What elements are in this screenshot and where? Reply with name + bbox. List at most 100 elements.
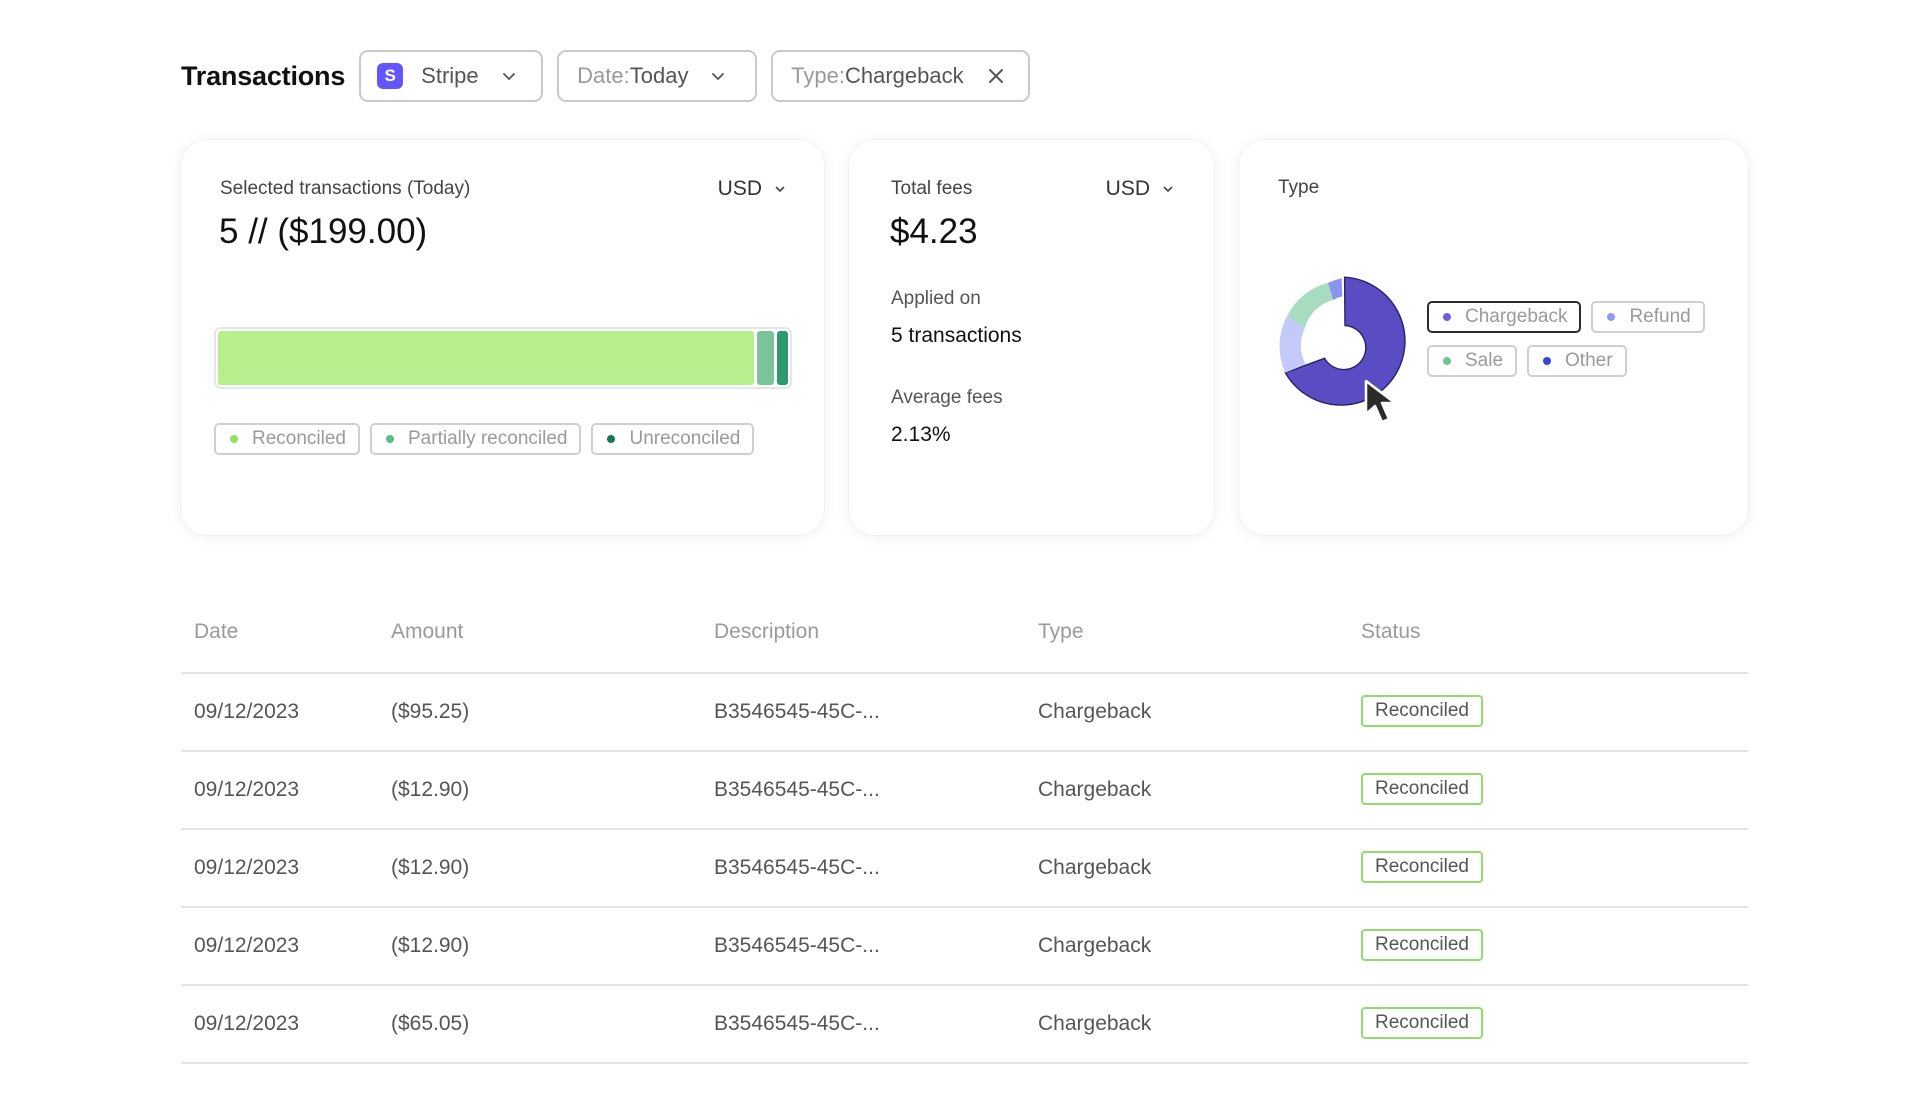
date-filter-dropdown[interactable]: Date: Today — [557, 50, 758, 102]
status-badge: Reconciled — [1361, 929, 1483, 961]
type-card: Type Chargeback Refund Sale Other — [1239, 140, 1748, 535]
legend-other[interactable]: Other — [1527, 345, 1627, 377]
cell-date: 09/12/2023 — [194, 778, 300, 801]
table-row[interactable]: 09/12/2023 ($12.90) B3546545-45C-... Cha… — [181, 830, 1748, 908]
chevron-down-icon — [502, 73, 515, 80]
legend-label: Partially reconciled — [408, 428, 568, 449]
column-header-status[interactable]: Status — [1361, 620, 1421, 643]
date-filter-key: Date: — [577, 63, 630, 88]
cell-type: Chargeback — [1038, 934, 1152, 957]
legend-label: Unreconciled — [629, 428, 741, 449]
type-legend: Chargeback Refund Sale Other — [1427, 301, 1727, 377]
donut-slice-refund[interactable] — [1279, 315, 1306, 373]
donut-slice-other[interactable] — [1328, 278, 1343, 300]
cell-amount: ($95.25) — [391, 700, 470, 723]
bar-segment-reconciled — [218, 331, 754, 385]
cell-type: Chargeback — [1038, 778, 1152, 801]
legend-label: Reconciled — [252, 428, 346, 449]
cell-description: B3546545-45C-... — [714, 700, 880, 723]
type-card-label: Type — [1278, 177, 1320, 198]
cell-description: B3546545-45C-... — [714, 1012, 880, 1035]
applied-on-value: 5 transactions — [891, 324, 1022, 347]
column-header-amount[interactable]: Amount — [391, 620, 464, 643]
cell-date: 09/12/2023 — [194, 1012, 300, 1035]
cell-type: Chargeback — [1038, 856, 1152, 879]
chevron-down-icon — [712, 73, 725, 80]
cell-amount: ($12.90) — [391, 778, 470, 801]
column-header-type[interactable]: Type — [1038, 620, 1084, 643]
page-title: Transactions — [181, 60, 346, 91]
bar-segment-unreconciled — [776, 331, 789, 385]
legend-label: Other — [1565, 350, 1613, 371]
legend-unreconciled[interactable]: Unreconciled — [591, 423, 755, 455]
column-header-date[interactable]: Date — [194, 620, 239, 643]
date-filter-value: Today — [629, 63, 689, 88]
cell-amount: ($65.05) — [391, 1012, 470, 1035]
close-icon[interactable] — [986, 66, 1006, 86]
source-filter-label: Stripe — [421, 63, 479, 88]
legend-label: Chargeback — [1465, 306, 1568, 327]
selected-transactions-label: Selected transactions (Today) — [220, 178, 471, 199]
cell-date: 09/12/2023 — [194, 934, 300, 957]
cell-type: Chargeback — [1038, 1012, 1152, 1035]
type-filter-chip[interactable]: Type: Chargeback — [771, 50, 1031, 102]
legend-dot — [1443, 357, 1451, 365]
source-filter-dropdown[interactable]: S Stripe — [359, 50, 544, 102]
cell-description: B3546545-45C-... — [714, 856, 880, 879]
legend-dot — [386, 435, 394, 443]
table-header: Date Amount Description Type Status — [181, 608, 1748, 674]
legend-refund[interactable]: Refund — [1591, 301, 1705, 333]
applied-on-label: Applied on — [891, 288, 981, 309]
mouse-pointer-icon — [1364, 379, 1397, 424]
legend-sale[interactable]: Sale — [1427, 345, 1518, 377]
legend-partially-reconciled[interactable]: Partially reconciled — [370, 423, 582, 455]
type-filter-key: Type: — [791, 63, 845, 88]
legend-dot — [1607, 313, 1616, 321]
donut-slice-sale[interactable] — [1287, 282, 1334, 329]
currency-select[interactable]: USD — [718, 177, 786, 201]
legend-dot — [230, 435, 238, 443]
legend-chargeback[interactable]: Chargeback — [1427, 301, 1582, 333]
average-fees-label: Average fees — [891, 387, 1003, 408]
legend-dot — [1543, 357, 1552, 365]
currency-label: USD — [1105, 177, 1150, 200]
currency-select[interactable]: USD — [1106, 177, 1174, 201]
legend-label: Sale — [1465, 350, 1504, 371]
total-fees-label: Total fees — [891, 178, 973, 199]
transactions-table: Date Amount Description Type Status 09/1… — [181, 608, 1748, 1064]
cell-type: Chargeback — [1038, 700, 1152, 723]
table-row[interactable]: 09/12/2023 ($65.05) B3546545-45C-... Cha… — [181, 986, 1748, 1064]
cell-description: B3546545-45C-... — [714, 778, 880, 801]
type-filter-value: Chargeback — [844, 63, 964, 88]
table-row[interactable]: 09/12/2023 ($95.25) B3546545-45C-... Cha… — [181, 674, 1748, 752]
cell-date: 09/12/2023 — [194, 856, 300, 879]
reconciliation-legend: Reconciled Partially reconciled Unreconc… — [214, 423, 755, 455]
chevron-down-icon — [1163, 186, 1173, 193]
average-fees-value: 2.13% — [891, 423, 951, 446]
cell-amount: ($12.90) — [391, 934, 470, 957]
stripe-logo-icon: S — [377, 63, 404, 89]
column-header-description[interactable]: Description — [714, 620, 820, 643]
cell-date: 09/12/2023 — [194, 700, 300, 723]
legend-dot — [1443, 313, 1451, 321]
selected-transactions-value: 5 // ($199.00) — [219, 212, 428, 251]
status-badge: Reconciled — [1361, 851, 1483, 883]
table-row[interactable]: 09/12/2023 ($12.90) B3546545-45C-... Cha… — [181, 752, 1748, 830]
table-row[interactable]: 09/12/2023 ($12.90) B3546545-45C-... Cha… — [181, 908, 1748, 986]
type-donut-chart[interactable] — [1274, 270, 1434, 430]
currency-label: USD — [717, 177, 762, 200]
legend-dot — [607, 435, 616, 443]
total-fees-value: $4.23 — [890, 212, 978, 251]
status-badge: Reconciled — [1361, 773, 1483, 805]
status-badge: Reconciled — [1361, 695, 1483, 727]
selected-transactions-card: Selected transactions (Today) USD 5 // (… — [181, 140, 824, 535]
status-badge: Reconciled — [1361, 1007, 1483, 1039]
donut-slice-chargeback[interactable] — [1284, 276, 1406, 406]
bar-segment-partially-reconciled — [756, 331, 774, 385]
cell-amount: ($12.90) — [391, 856, 470, 879]
cell-description: B3546545-45C-... — [714, 934, 880, 957]
legend-reconciled[interactable]: Reconciled — [214, 423, 360, 455]
total-fees-card: Total fees USD $4.23 Applied on 5 transa… — [849, 140, 1214, 535]
legend-label: Refund — [1629, 306, 1691, 327]
chevron-down-icon — [775, 186, 785, 193]
